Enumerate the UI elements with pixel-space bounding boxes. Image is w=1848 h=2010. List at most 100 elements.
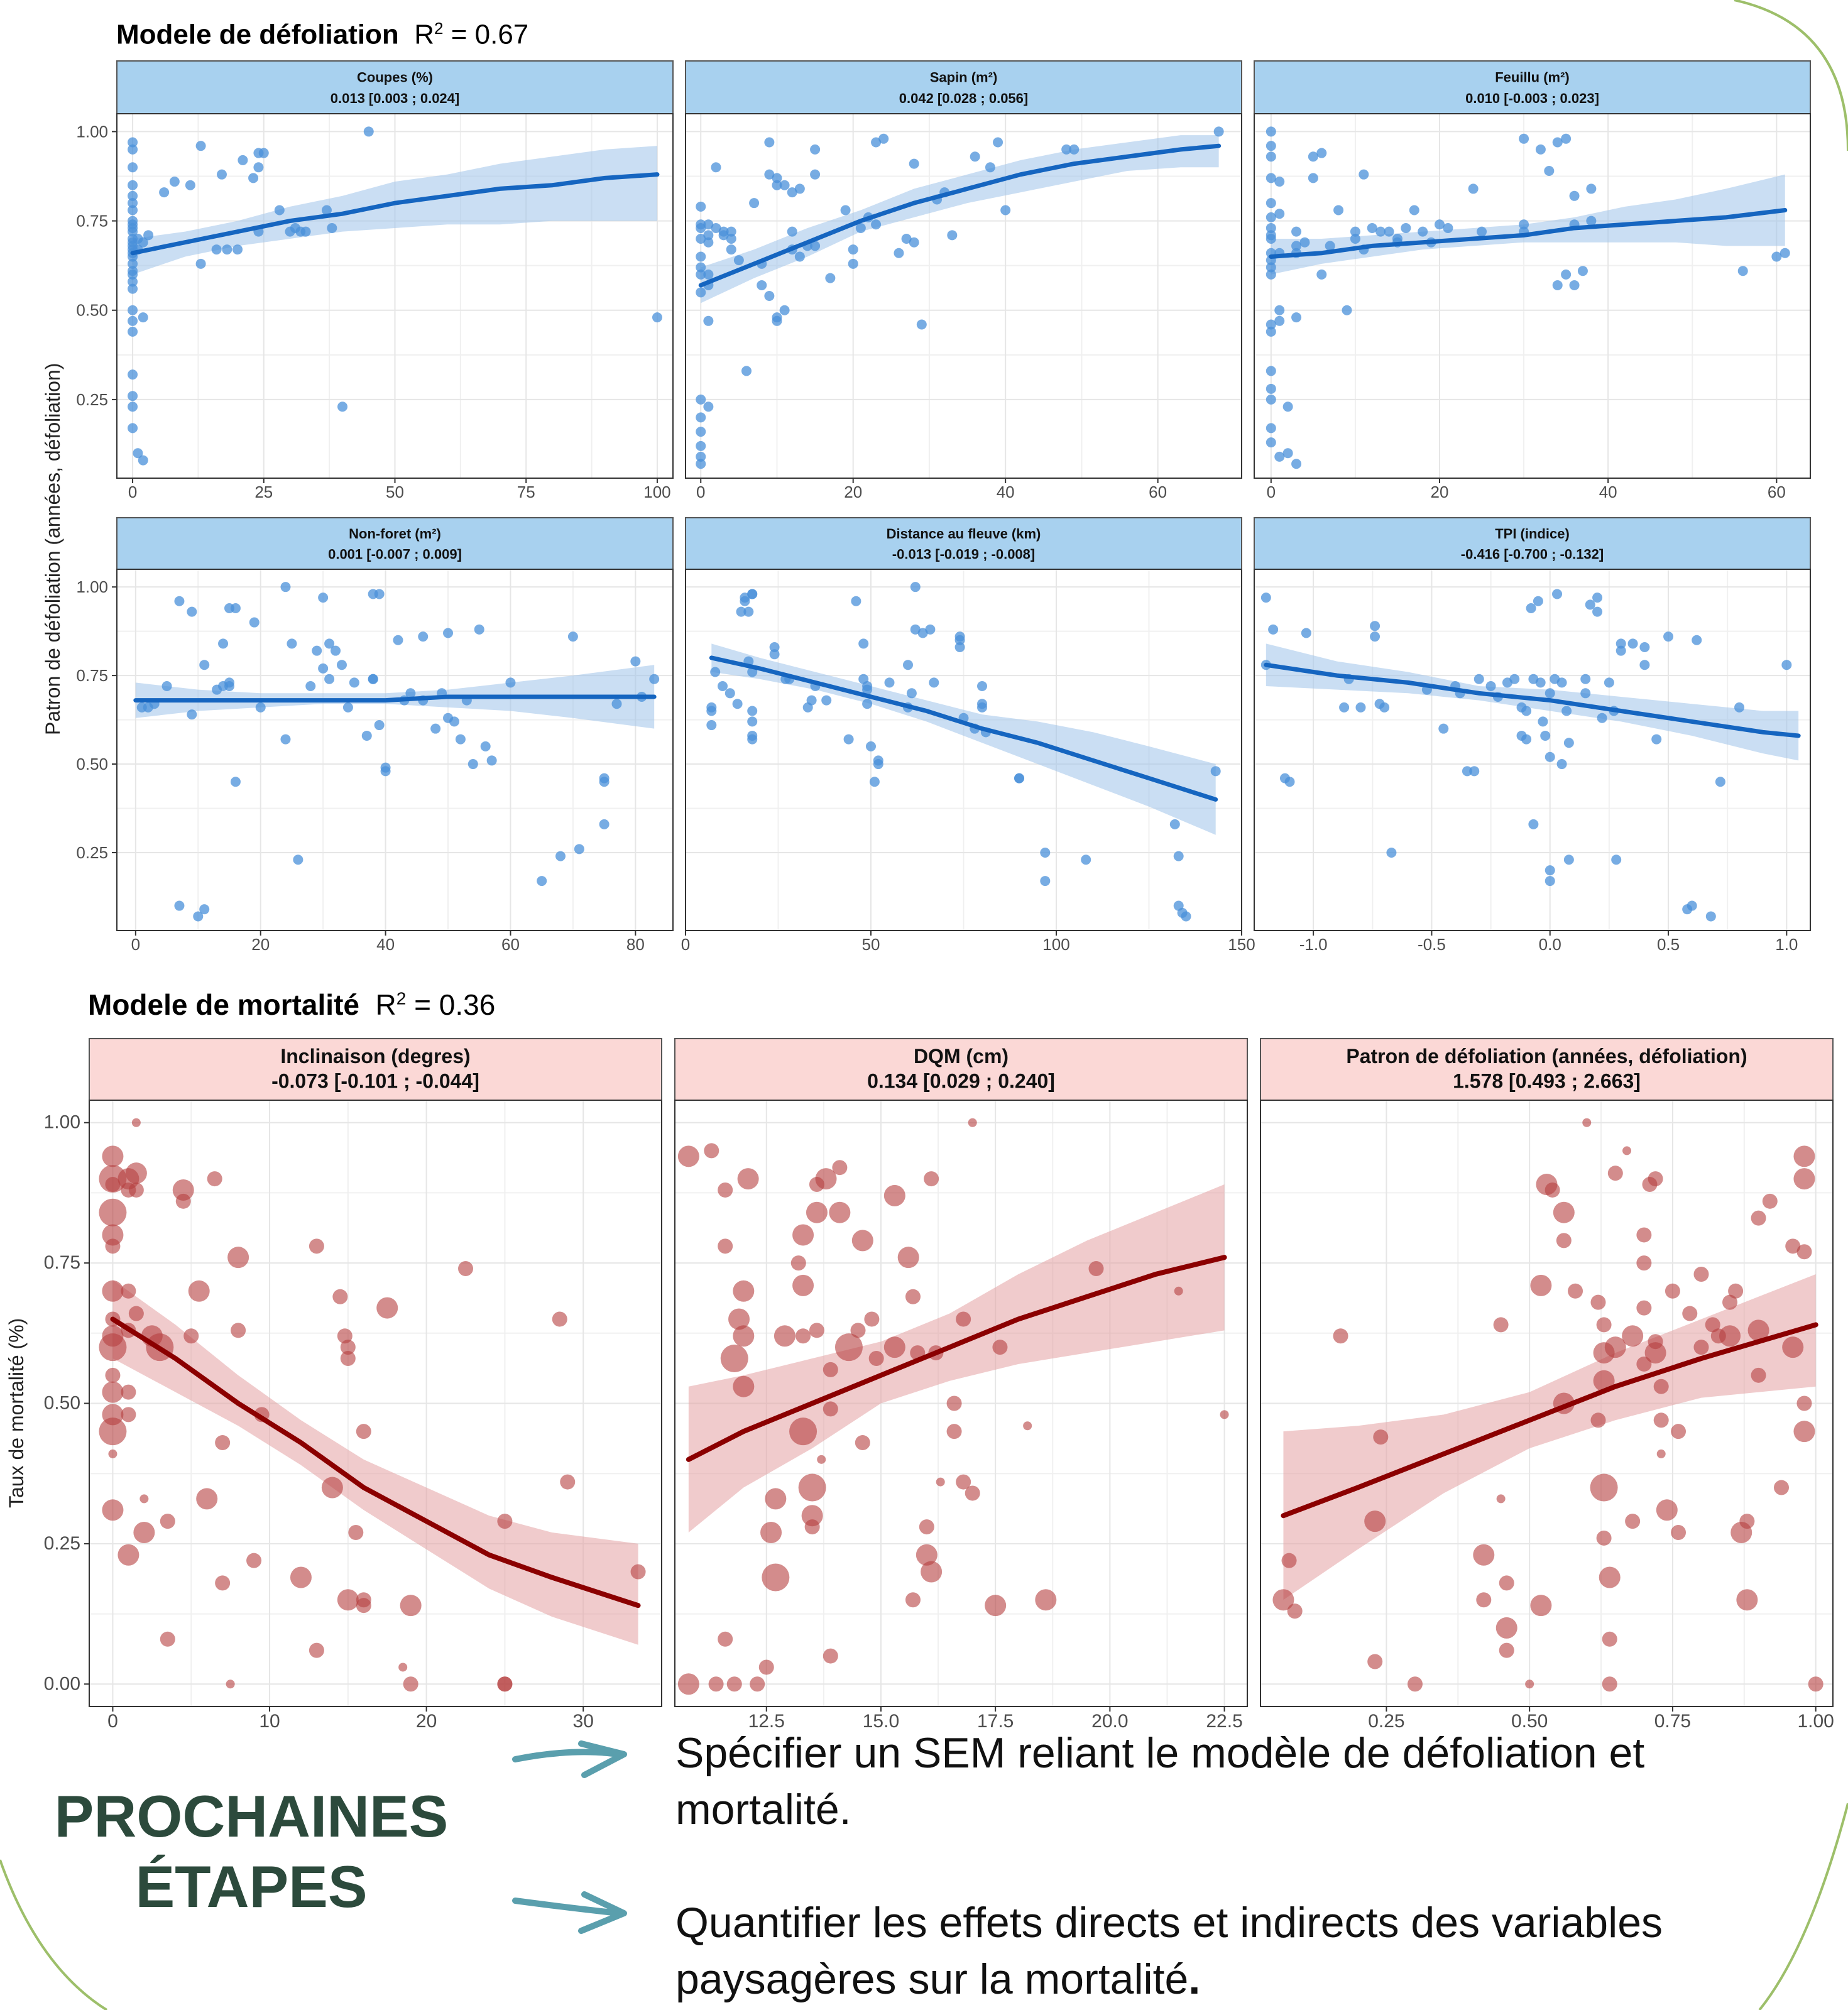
data-point — [810, 169, 821, 180]
arrow-right-icon — [512, 1891, 627, 1934]
x-tick-label: 0.0 — [1539, 935, 1561, 954]
data-point — [1644, 1342, 1666, 1364]
data-point — [1274, 177, 1285, 187]
data-point — [293, 855, 303, 865]
data-point — [1611, 855, 1622, 865]
data-point — [1266, 151, 1276, 162]
panel-strip-title: Inclinaison (degres) — [280, 1045, 470, 1068]
data-point — [829, 1201, 851, 1223]
x-tick-label: 60 — [1768, 483, 1786, 501]
data-point — [374, 720, 385, 731]
data-point — [809, 1323, 824, 1338]
data-point — [817, 1455, 826, 1464]
data-point — [703, 237, 714, 248]
panel-strip — [116, 60, 674, 114]
data-point — [1590, 1412, 1606, 1428]
data-point — [1781, 660, 1792, 670]
data-point — [376, 1297, 398, 1319]
data-point — [954, 642, 965, 653]
panel-strip-title: Coupes (%) — [357, 70, 433, 85]
data-point — [224, 677, 234, 688]
data-point — [871, 219, 882, 230]
data-point — [128, 326, 138, 337]
data-point — [897, 1247, 919, 1269]
data-point — [850, 1323, 866, 1338]
data-point — [815, 1168, 837, 1190]
next-step-1: Spécifier un SEM reliant le modèle de dé… — [675, 1729, 1645, 1833]
frame-arc-bottom-right — [1758, 1803, 1848, 2010]
data-point — [102, 1224, 124, 1246]
data-point — [1627, 638, 1638, 649]
data-point — [300, 226, 311, 237]
data-point — [1535, 677, 1546, 688]
data-point — [1682, 1306, 1698, 1321]
data-point — [1088, 1261, 1104, 1277]
data-point — [128, 283, 138, 294]
data-point — [160, 1631, 175, 1647]
data-point — [696, 269, 706, 280]
data-point — [218, 638, 229, 649]
data-point — [1671, 1525, 1687, 1541]
data-point — [1693, 1340, 1709, 1355]
data-point — [128, 198, 138, 209]
y-tick-label: 0.25 — [76, 390, 108, 409]
data-point — [1266, 437, 1276, 448]
data-point — [1552, 280, 1563, 290]
data-point — [363, 126, 374, 137]
data-point — [161, 681, 172, 692]
data-point — [1586, 183, 1597, 194]
data-point — [537, 876, 547, 887]
data-point — [1291, 459, 1302, 469]
data-point — [1266, 212, 1276, 222]
panel-strip-estimate: 0.010 [-0.003 ; 0.023] — [1465, 90, 1599, 106]
data-point — [794, 251, 805, 262]
data-point — [1569, 190, 1580, 201]
data-point — [806, 1201, 828, 1223]
plot-border — [685, 569, 1242, 931]
data-point — [726, 226, 736, 237]
data-point — [1496, 1494, 1506, 1504]
data-point — [174, 900, 185, 911]
x-tick-label: 40 — [376, 935, 395, 954]
data-point — [128, 269, 138, 280]
data-point — [1656, 1499, 1678, 1521]
plot-border — [1260, 1100, 1834, 1707]
data-point — [216, 169, 227, 180]
data-point — [1793, 1145, 1815, 1167]
next-steps-heading-line1: PROCHAINES — [54, 1783, 449, 1849]
data-point — [318, 663, 329, 674]
data-point — [611, 699, 622, 709]
data-point — [906, 688, 917, 699]
data-point — [128, 258, 138, 269]
data-point — [128, 137, 138, 148]
mortality-model-title: Modele de mortalité R2 = 0.36 — [88, 988, 495, 1022]
x-tick-label: 150 — [1228, 935, 1255, 954]
data-point — [726, 234, 736, 244]
fit-line — [698, 143, 1222, 288]
data-point — [105, 1238, 121, 1254]
data-point — [1739, 1514, 1755, 1529]
data-point — [977, 681, 987, 692]
data-point — [1519, 219, 1529, 230]
data-point — [246, 1553, 262, 1568]
data-point — [1266, 423, 1276, 434]
data-point — [1210, 766, 1221, 777]
data-point — [337, 1589, 359, 1611]
data-point — [185, 180, 195, 190]
data-point — [804, 1519, 820, 1535]
data-point — [925, 624, 936, 635]
data-point — [1751, 1367, 1766, 1383]
fit-line — [709, 655, 1218, 802]
data-point — [305, 681, 316, 692]
data-point — [1473, 1544, 1495, 1566]
data-point — [1751, 1210, 1766, 1226]
data-point — [102, 1499, 124, 1521]
data-point — [760, 1522, 782, 1544]
next-steps-heading: PROCHAINES ÉTAPES — [25, 1781, 478, 1922]
data-point — [718, 1238, 733, 1254]
data-point — [711, 162, 721, 173]
data-point — [321, 205, 332, 216]
data-point — [758, 1659, 774, 1675]
y-tick-label: 0.75 — [76, 666, 108, 685]
data-point — [764, 137, 775, 148]
